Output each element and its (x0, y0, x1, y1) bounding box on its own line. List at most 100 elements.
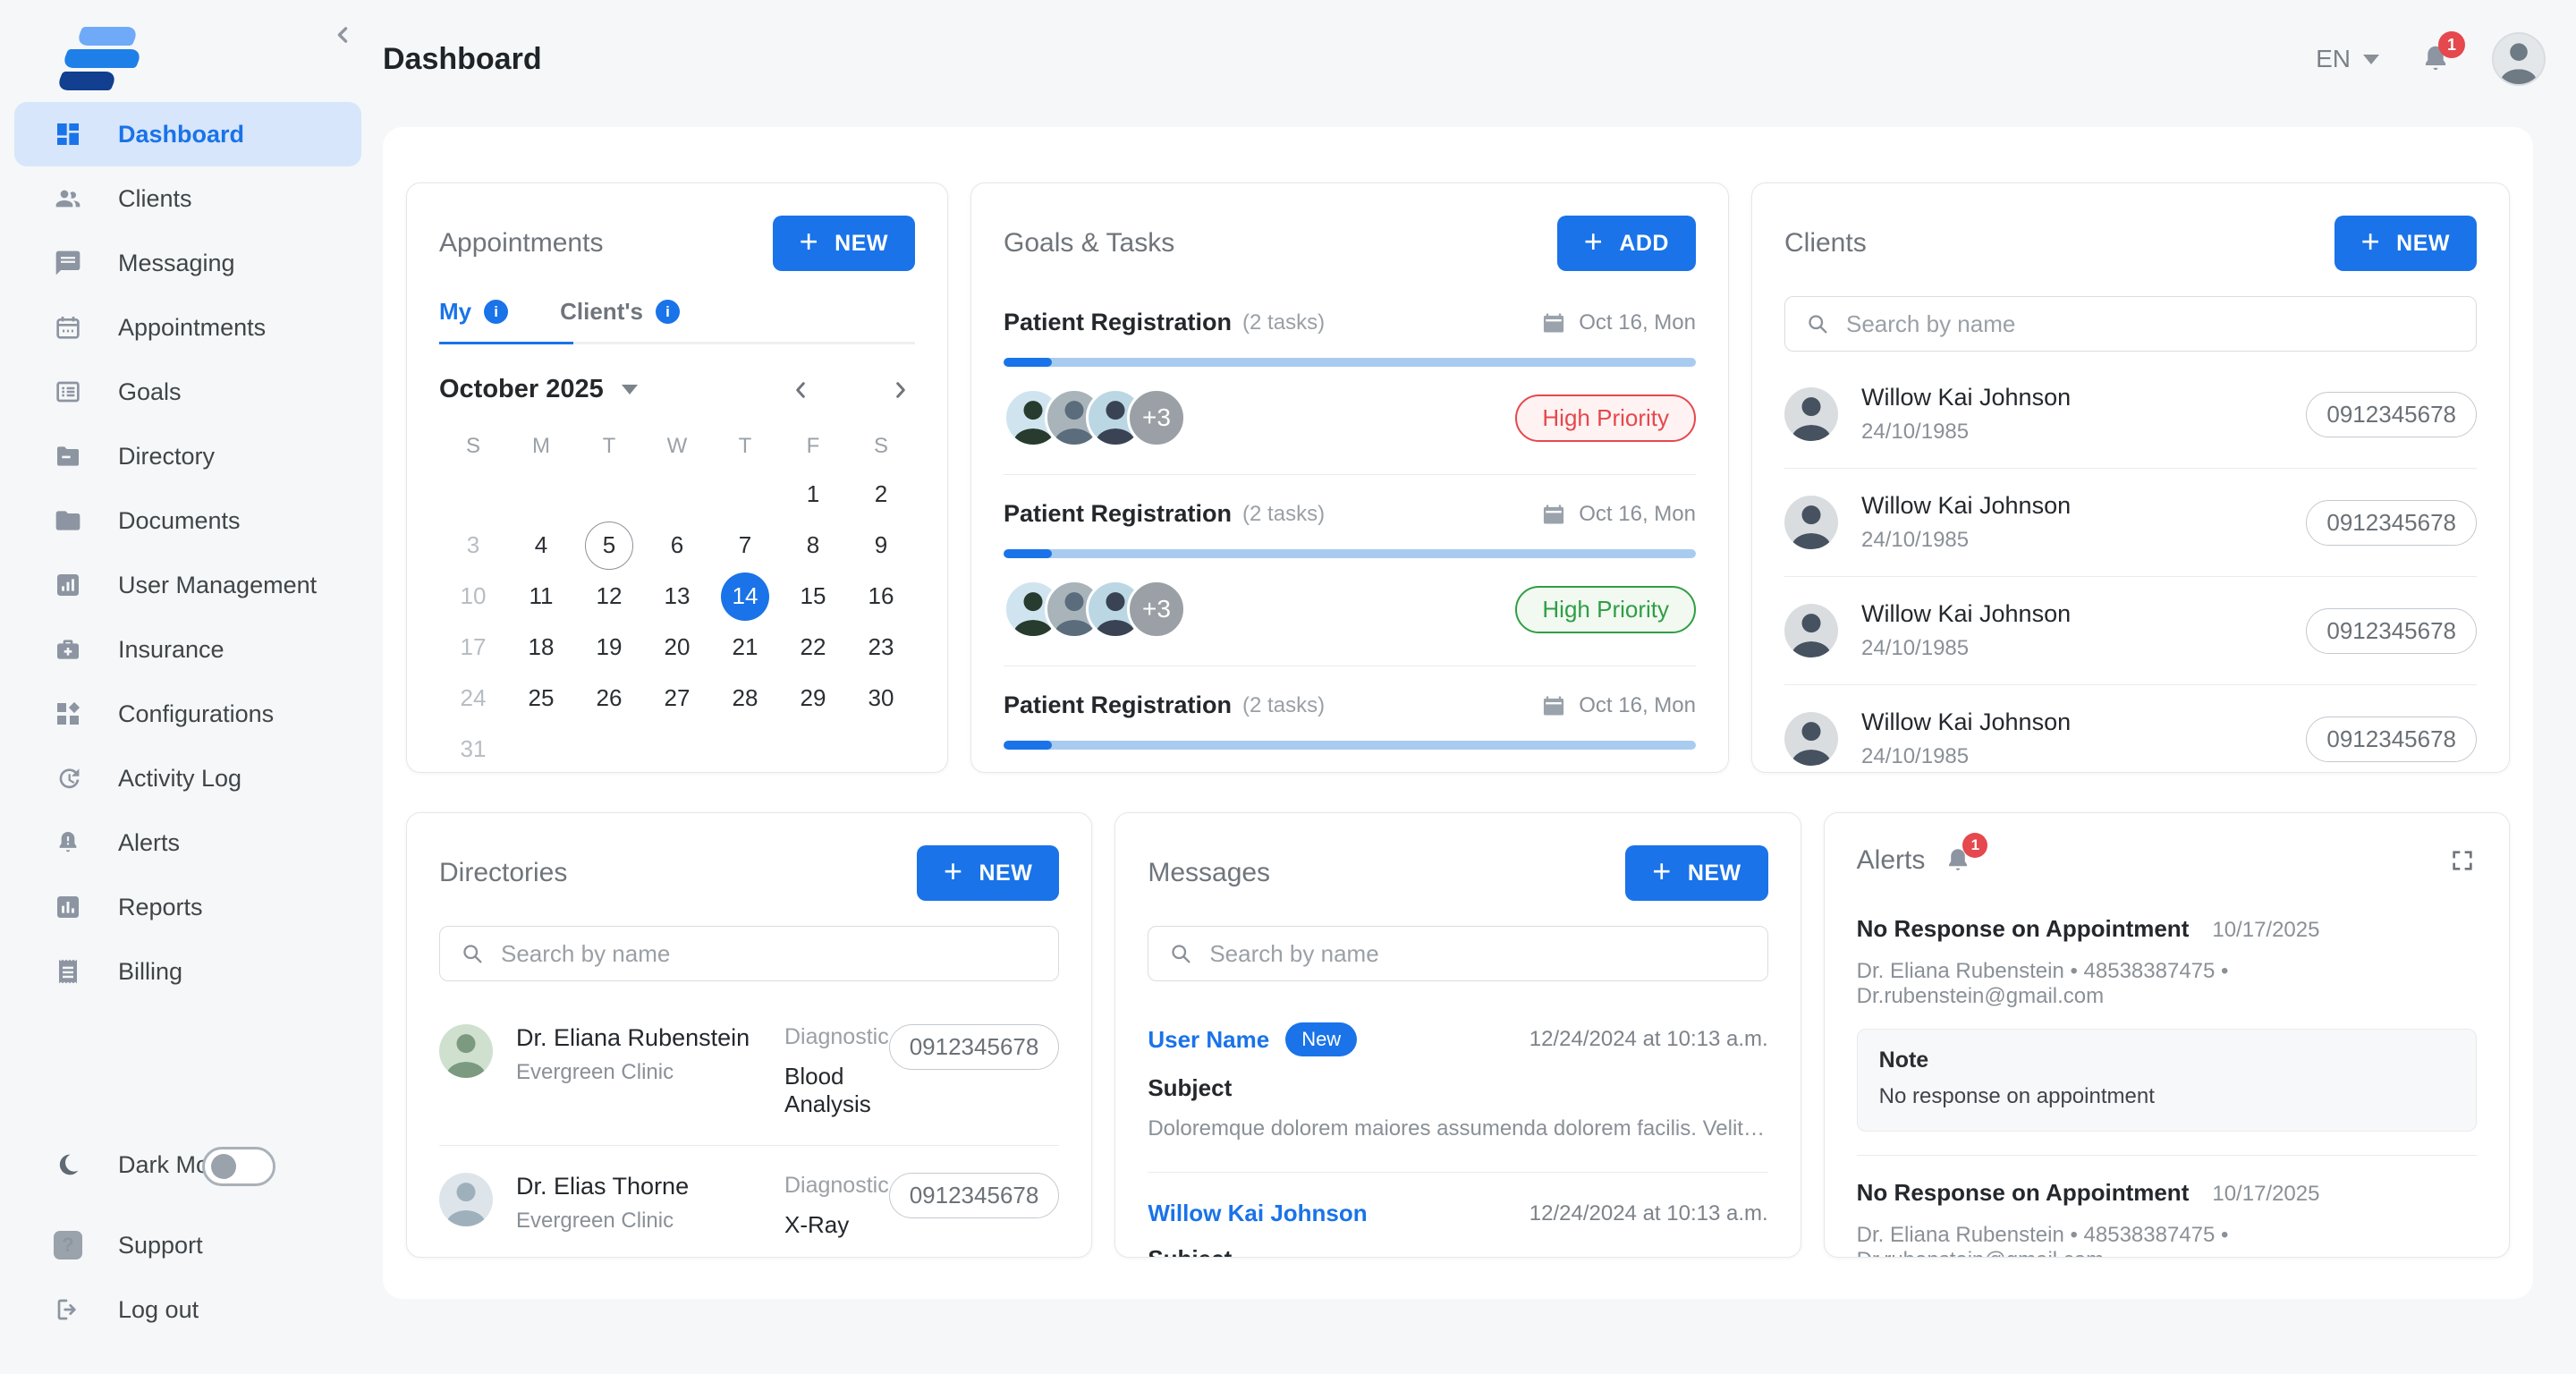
sidebar-collapse-icon[interactable] (327, 20, 358, 50)
appointments-new-button[interactable]: + NEW (772, 216, 915, 271)
logout-item[interactable]: Log out (14, 1277, 361, 1342)
dark-mode-toggle[interactable] (202, 1147, 275, 1186)
alert-row[interactable]: No Response on Appointment 10/17/2025 Dr… (1856, 892, 2477, 1155)
sidebar-item-dashboard[interactable]: Dashboard (14, 102, 361, 166)
sidebar-item-appointments[interactable]: Appointments (14, 295, 361, 360)
directories-search (439, 926, 1060, 981)
calendar-day[interactable]: 17 (460, 633, 487, 660)
calendar-day[interactable]: 24 (460, 684, 487, 711)
sidebar-item-alerts[interactable]: Alerts (14, 810, 361, 875)
calendar-day[interactable]: 22 (800, 633, 826, 660)
expand-icon[interactable] (2448, 846, 2477, 875)
notifications-button[interactable]: 1 (2419, 31, 2465, 76)
sidebar-item-goals[interactable]: Goals (14, 360, 361, 424)
calendar-day[interactable]: 2 (874, 480, 888, 507)
avatar (439, 1173, 493, 1226)
task-row[interactable]: Patient Registration (2 tasks) Oct 16, M… (1004, 666, 1696, 772)
calendar-day-outlined[interactable]: 5 (575, 520, 643, 571)
calendar-day[interactable]: 8 (806, 531, 820, 558)
calendar-day[interactable]: 16 (868, 582, 894, 609)
calendar-day-header: M (532, 434, 550, 458)
calendar-day[interactable]: 7 (738, 531, 752, 558)
goals-add-button[interactable]: + ADD (1556, 216, 1696, 271)
page-title: Dashboard (383, 41, 542, 76)
calendar-day[interactable]: 25 (528, 684, 555, 711)
sidebar-item-messaging[interactable]: Messaging (14, 231, 361, 295)
clients-card: Clients + NEW Willow Kai Johnson24/10/19… (1751, 182, 2510, 773)
language-selector[interactable]: EN (2316, 45, 2379, 73)
search-icon (1805, 311, 1830, 336)
alerts-bell-icon: 1 (1943, 833, 1988, 876)
directories-search-input[interactable] (501, 939, 1039, 968)
tab-clients[interactable]: Client's i (560, 298, 680, 326)
clients-search-input[interactable] (1846, 310, 2456, 338)
calendar-day[interactable]: 28 (732, 684, 758, 711)
messages-search-input[interactable] (1209, 939, 1748, 968)
sidebar-item-configurations[interactable]: Configurations (14, 682, 361, 746)
calendar-day[interactable]: 31 (460, 735, 487, 762)
calendar-day[interactable]: 6 (670, 531, 684, 558)
message-row[interactable]: User Name New 12/24/2024 at 10:13 a.m. S… (1148, 996, 1768, 1172)
calendar-day[interactable]: 27 (664, 684, 691, 711)
search-icon (460, 941, 485, 966)
message-sender-link[interactable]: Willow Kai Johnson (1148, 1200, 1368, 1226)
assignee-avatars: +3 (1004, 388, 1186, 447)
calendar-day[interactable]: 11 (529, 582, 554, 609)
calendar-day[interactable]: 29 (800, 684, 826, 711)
calendar-day[interactable]: 10 (460, 582, 487, 609)
calendar-day[interactable]: 4 (534, 531, 548, 558)
sidebar-item-documents[interactable]: Documents (14, 488, 361, 553)
client-row[interactable]: Willow Kai Johnson 24/10/1985 0912345678 (1784, 360, 2477, 468)
directory-row[interactable]: Dr. Eliana Rubenstein Evergreen Clinic Di… (439, 997, 1060, 1145)
calendar-day[interactable]: 21 (732, 633, 758, 660)
next-month-icon[interactable] (886, 376, 915, 404)
sidebar-item-activity-log[interactable]: Activity Log (14, 746, 361, 810)
sidebar-bottom: Dark Mode ? Support Log out (0, 1132, 376, 1342)
calendar-day[interactable]: 13 (664, 582, 691, 609)
calendar-day[interactable]: 15 (800, 582, 826, 609)
header-actions: EN 1 (2316, 31, 2546, 86)
calendar-day[interactable]: 12 (596, 582, 623, 609)
calendar-day[interactable]: 9 (874, 531, 888, 558)
more-assignees-badge: +3 (1127, 771, 1186, 772)
task-row[interactable]: Patient Registration (2 tasks) Oct 16, M… (1004, 284, 1696, 474)
tab-my[interactable]: My i (439, 298, 509, 326)
sidebar-item-billing[interactable]: Billing (14, 939, 361, 1004)
messages-new-button[interactable]: + NEW (1625, 845, 1768, 901)
alerts-title: Alerts (1856, 845, 1926, 875)
sidebar-item-clients[interactable]: Clients (14, 166, 361, 231)
calendar-day[interactable]: 30 (868, 684, 894, 711)
calendar-day[interactable]: 18 (528, 633, 555, 660)
support-item[interactable]: ? Support (14, 1213, 361, 1277)
sidebar-item-reports[interactable]: Reports (14, 875, 361, 939)
directories-new-button[interactable]: + NEW (916, 845, 1060, 901)
sidebar-item-user-management[interactable]: User Management (14, 553, 361, 617)
calendar-day[interactable]: 3 (466, 531, 480, 558)
calendar-day[interactable]: 26 (596, 684, 623, 711)
client-row[interactable]: Willow Kai Johnson 24/10/1985 0912345678 (1784, 468, 2477, 576)
sidebar-item-insurance[interactable]: Insurance (14, 617, 361, 682)
logo-bar (74, 27, 140, 46)
avatar (1784, 604, 1838, 657)
toggle-knob (211, 1154, 236, 1179)
clients-search (1784, 296, 2477, 352)
client-row[interactable]: Willow Kai Johnson 24/10/1985 0912345678 (1784, 576, 2477, 684)
calendar-day[interactable]: 19 (596, 633, 623, 660)
sidebar-item-directory[interactable]: Directory (14, 424, 361, 488)
user-avatar[interactable] (2492, 32, 2546, 86)
month-selector[interactable]: October 2025 (439, 375, 638, 404)
message-row[interactable]: Willow Kai Johnson 12/24/2024 at 10:13 a… (1148, 1172, 1768, 1257)
prev-month-icon[interactable] (786, 376, 815, 404)
directory-row[interactable]: Dr. Elias Thorne Evergreen Clinic Diagnos… (439, 1145, 1060, 1257)
calendar-day[interactable]: 1 (806, 480, 820, 507)
message-sender-link[interactable]: User Name (1148, 1025, 1270, 1053)
calendar-day (439, 469, 507, 520)
calendar-day[interactable]: 23 (868, 633, 894, 660)
clients-new-button[interactable]: + NEW (2334, 216, 2477, 271)
client-row[interactable]: Willow Kai Johnson 24/10/1985 0912345678 (1784, 684, 2477, 772)
alert-row[interactable]: No Response on Appointment 10/17/2025 Dr… (1856, 1155, 2477, 1257)
task-row[interactable]: Patient Registration (2 tasks) Oct 16, M… (1004, 474, 1696, 666)
directories-title: Directories (439, 858, 568, 887)
calendar-day-selected[interactable]: 14 (711, 571, 779, 622)
calendar-day[interactable]: 20 (664, 633, 691, 660)
